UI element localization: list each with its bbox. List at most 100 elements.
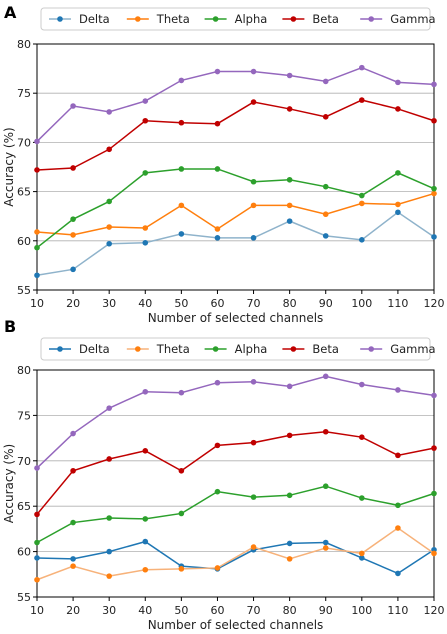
data-point-alpha: [250, 178, 257, 185]
x-tick-label: 20: [66, 604, 80, 617]
legend-label-theta: Theta: [156, 12, 190, 26]
y-tick-label: 75: [17, 409, 31, 422]
x-tick-label: 50: [174, 297, 188, 310]
data-point-beta: [106, 456, 112, 462]
data-point-delta: [431, 234, 437, 240]
x-tick-label: 110: [387, 297, 408, 310]
x-tick-label: 10: [30, 297, 44, 310]
data-point-theta: [359, 550, 365, 557]
legend-label-gamma: Gamma: [390, 12, 435, 26]
data-point-gamma: [142, 98, 149, 104]
y-tick-label: 80: [17, 38, 31, 51]
series-delta: [34, 209, 437, 279]
data-point-delta: [70, 556, 76, 562]
x-tick-label: 90: [319, 297, 333, 310]
data-point-theta: [395, 525, 401, 531]
series-line-delta: [36, 540, 435, 575]
series-line-gamma: [36, 375, 435, 469]
data-point-beta: [322, 114, 329, 120]
data-point-theta: [322, 211, 329, 218]
x-axis-title: Number of selected channels: [148, 311, 324, 325]
chart-panel-a: A 55 60 65 70 75 80 10 20 30 40 50 60 70 80 90 100 110 120…: [2, 3, 445, 325]
data-point-beta: [395, 452, 401, 459]
data-point-theta: [214, 226, 221, 232]
series-line-alpha: [36, 485, 435, 544]
data-point-theta: [106, 573, 112, 579]
data-point-theta: [359, 200, 365, 207]
data-point-delta: [395, 570, 401, 577]
panel-letter: B: [4, 317, 16, 336]
data-point-beta: [106, 146, 112, 153]
data-point-delta: [106, 548, 112, 555]
data-point-gamma: [250, 379, 257, 385]
x-tick-label: 120: [424, 297, 445, 310]
legend-marker-gamma: [368, 16, 375, 22]
data-point-delta: [106, 240, 112, 247]
legend-box: [40, 337, 431, 361]
y-tick-label: 80: [17, 364, 31, 377]
legend-box: [40, 7, 431, 31]
series-line-theta: [36, 527, 435, 581]
y-tick-label: 75: [17, 87, 31, 100]
data-point-theta: [431, 550, 437, 557]
data-point-gamma: [431, 392, 437, 399]
data-point-beta: [178, 119, 185, 126]
legend: Delta Theta Alpha Beta Gamma: [40, 337, 436, 361]
data-point-beta: [142, 117, 149, 124]
y-tick-label: 55: [17, 284, 31, 297]
x-tick-label: 100: [351, 604, 372, 617]
data-point-gamma: [214, 68, 221, 75]
x-tick-label: 70: [247, 297, 261, 310]
data-point-beta: [70, 467, 76, 474]
data-point-beta: [178, 467, 185, 474]
data-point-alpha: [431, 185, 437, 192]
x-axis-title: Number of selected channels: [148, 618, 324, 632]
series-gamma: [34, 64, 437, 145]
data-point-delta: [178, 231, 185, 237]
x-tick-label: 30: [102, 604, 116, 617]
legend-marker-delta: [57, 346, 63, 352]
data-point-gamma: [34, 465, 40, 471]
data-point-alpha: [322, 183, 329, 190]
legend-label-gamma: Gamma: [390, 342, 435, 356]
data-point-alpha: [286, 176, 293, 183]
data-point-gamma: [322, 78, 329, 85]
data-point-delta: [359, 555, 365, 561]
data-point-alpha: [395, 502, 401, 509]
data-point-gamma: [322, 373, 329, 380]
legend-label-beta: Beta: [312, 342, 339, 356]
plot-area: [36, 43, 435, 291]
series-line-gamma: [36, 66, 435, 142]
series-theta: [34, 525, 437, 583]
data-point-delta: [322, 233, 329, 239]
data-point-gamma: [395, 79, 401, 86]
data-point-gamma: [70, 103, 76, 109]
chart-panel-b: B 55 60 65 70 75 80 10 20 30 40 50 60 70 80 90 100 110 120…: [2, 317, 445, 632]
legend-marker-theta: [135, 16, 141, 22]
legend-marker-alpha: [212, 346, 219, 352]
legend-label-alpha: Alpha: [235, 12, 268, 26]
series-line-beta: [36, 99, 435, 171]
x-tick-label: 60: [210, 297, 224, 310]
data-point-theta: [34, 229, 40, 235]
data-point-delta: [34, 272, 40, 279]
x-tick-label: 90: [319, 604, 333, 617]
data-point-gamma: [34, 138, 40, 145]
y-tick-label: 65: [17, 186, 31, 199]
data-point-alpha: [70, 519, 76, 526]
y-tick-label: 55: [17, 591, 31, 604]
data-point-alpha: [322, 483, 329, 490]
data-point-beta: [34, 511, 40, 518]
series-line-theta: [36, 192, 435, 236]
data-point-gamma: [178, 389, 185, 396]
data-point-beta: [214, 442, 221, 449]
x-tick-label: 40: [138, 297, 152, 310]
data-point-theta: [178, 202, 185, 209]
y-tick-label: 60: [17, 235, 31, 248]
data-point-gamma: [286, 72, 293, 79]
data-point-theta: [286, 202, 293, 209]
data-point-beta: [286, 432, 293, 439]
x-tick-label: 70: [247, 604, 261, 617]
data-point-delta: [286, 540, 293, 547]
data-point-alpha: [178, 166, 185, 172]
